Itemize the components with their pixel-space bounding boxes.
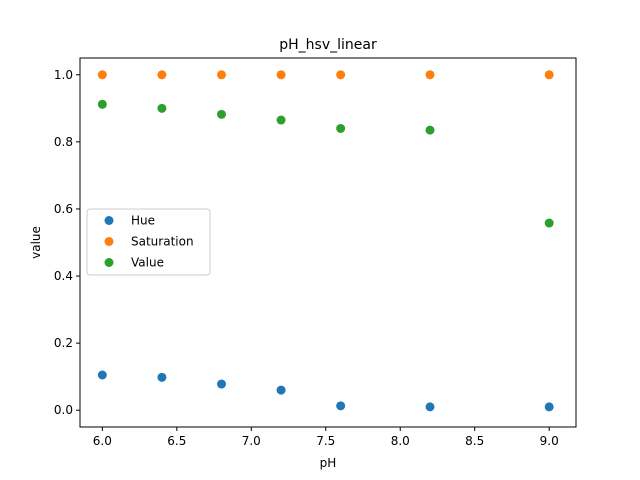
value-point bbox=[217, 109, 227, 119]
y-tick-label: 0.4 bbox=[54, 269, 73, 283]
x-tick-label: 7.0 bbox=[242, 434, 261, 448]
legend-box bbox=[86, 208, 211, 276]
value-point bbox=[97, 99, 107, 109]
legend-marker-saturation bbox=[104, 237, 114, 246]
x-axis-label: pH bbox=[320, 456, 337, 470]
saturation-point bbox=[97, 70, 107, 80]
y-axis-label: value bbox=[29, 226, 43, 259]
legend-label: Value bbox=[131, 256, 164, 270]
hue-point bbox=[336, 401, 346, 411]
axes-frame bbox=[79, 57, 577, 428]
hue-point bbox=[425, 402, 435, 412]
value-point bbox=[544, 218, 554, 228]
value-point bbox=[157, 103, 167, 113]
y-axis: 0.0 0.2 0.4 0.6 0.8 1.0 bbox=[54, 68, 80, 417]
value-point bbox=[425, 125, 435, 135]
value-point bbox=[276, 115, 286, 125]
legend-label: Hue bbox=[131, 214, 155, 228]
legend-marker-hue bbox=[104, 216, 114, 225]
hue-point bbox=[276, 385, 286, 395]
series-hue bbox=[97, 370, 554, 412]
legend-label: Saturation bbox=[131, 235, 194, 249]
y-tick-label: 0.6 bbox=[54, 202, 73, 216]
hue-point bbox=[544, 402, 554, 412]
hue-point bbox=[97, 370, 107, 380]
saturation-point bbox=[157, 70, 167, 80]
x-tick-label: 9.0 bbox=[540, 434, 559, 448]
plot-area bbox=[97, 70, 554, 412]
x-tick-label: 6.0 bbox=[93, 434, 112, 448]
hue-point bbox=[157, 372, 167, 382]
y-tick-label: 1.0 bbox=[54, 68, 73, 82]
chart-title: pH_hsv_linear bbox=[279, 37, 377, 53]
hue-point bbox=[217, 379, 227, 389]
legend: Hue Saturation Value bbox=[86, 208, 211, 276]
y-tick-label: 0.2 bbox=[54, 336, 73, 350]
value-point bbox=[336, 123, 346, 133]
saturation-point bbox=[336, 70, 346, 80]
x-tick-label: 7.5 bbox=[316, 434, 335, 448]
series-value bbox=[97, 99, 554, 228]
saturation-point bbox=[217, 70, 227, 80]
series-saturation bbox=[97, 70, 554, 80]
x-tick-label: 6.5 bbox=[167, 434, 186, 448]
saturation-point bbox=[276, 70, 286, 80]
legend-marker-value bbox=[104, 258, 114, 267]
x-tick-label: 8.5 bbox=[465, 434, 484, 448]
saturation-point bbox=[425, 70, 435, 80]
x-tick-label: 8.0 bbox=[391, 434, 410, 448]
y-tick-label: 0.8 bbox=[54, 135, 73, 149]
x-axis: 6.0 6.5 7.0 7.5 8.0 8.5 9.0 bbox=[93, 427, 559, 448]
saturation-point bbox=[544, 70, 554, 80]
y-tick-label: 0.0 bbox=[54, 403, 73, 417]
